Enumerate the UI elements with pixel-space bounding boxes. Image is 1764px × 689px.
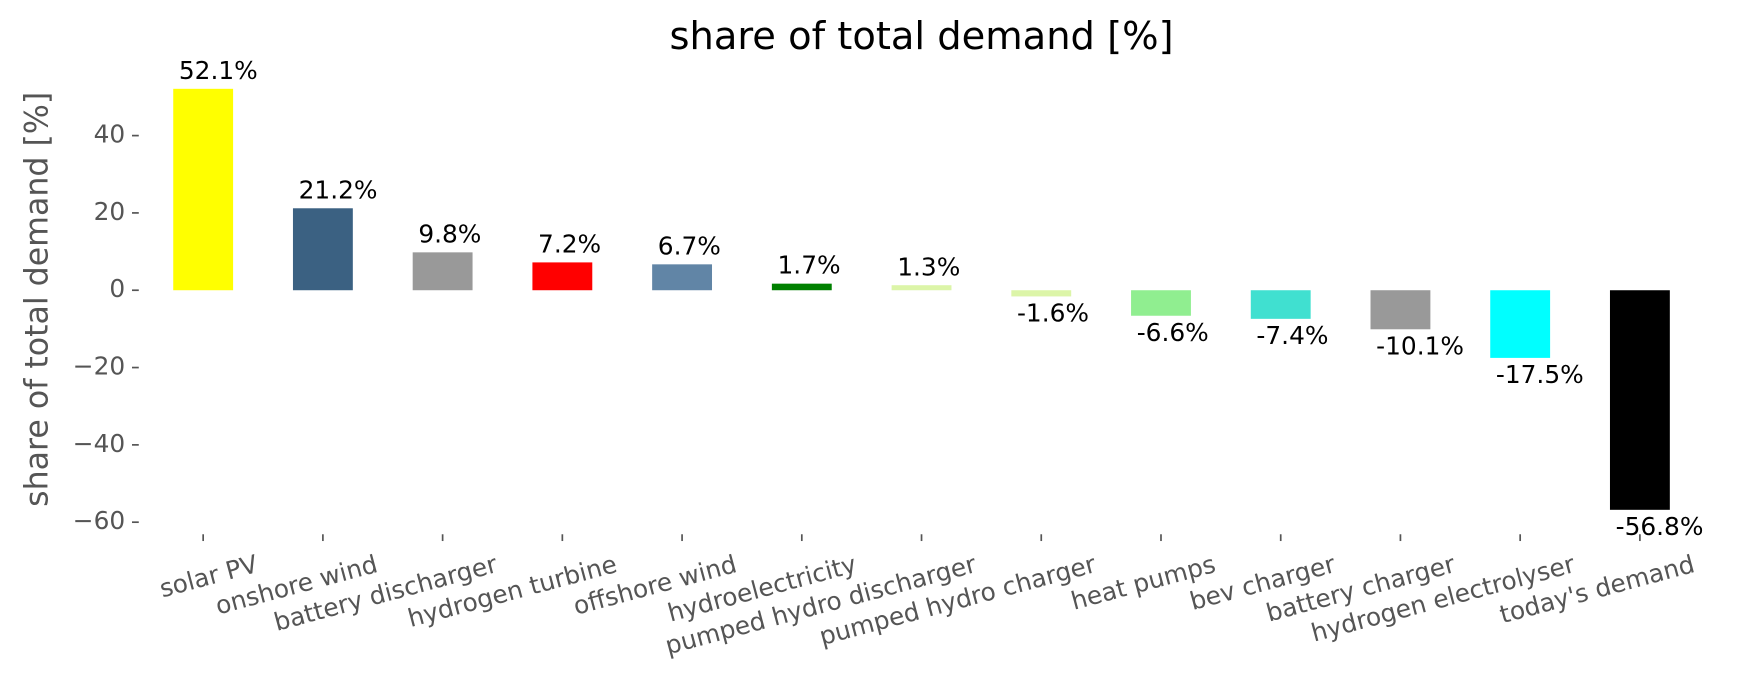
- bar: [771, 283, 832, 291]
- bar: [532, 262, 593, 291]
- value-label: 9.8%: [418, 219, 481, 248]
- y-tick-label: −20: [73, 352, 125, 381]
- value-label: -17.5%: [1496, 360, 1584, 389]
- value-label: 1.7%: [778, 251, 841, 280]
- bar: [1490, 290, 1551, 358]
- value-label: 6.7%: [658, 231, 721, 260]
- bar: [652, 264, 713, 291]
- bar: [1131, 290, 1191, 316]
- y-tick-label: −40: [73, 429, 125, 458]
- bar: [173, 88, 234, 291]
- y-tick-label: 20: [94, 197, 126, 226]
- value-label: -1.6%: [1017, 298, 1089, 327]
- bar: [1609, 290, 1670, 510]
- y-tick-label: 40: [94, 120, 126, 149]
- bar: [1250, 290, 1311, 319]
- value-label: -56.8%: [1616, 512, 1704, 541]
- chart-title: share of total demand [%]: [669, 14, 1173, 59]
- value-label: -7.4%: [1256, 321, 1328, 350]
- y-axis-label: share of total demand [%]: [19, 92, 55, 507]
- value-label: 7.2%: [538, 229, 601, 258]
- bar: [292, 208, 353, 291]
- value-label: -6.6%: [1137, 318, 1209, 347]
- bar: [1011, 290, 1072, 297]
- value-label: -10.1%: [1376, 331, 1464, 360]
- bar: [891, 285, 952, 291]
- value-label: 52.1%: [179, 56, 258, 85]
- value-label: 1.3%: [897, 252, 960, 281]
- y-tick-label: 0: [109, 274, 125, 303]
- value-label: 21.2%: [299, 175, 378, 204]
- bar: [412, 252, 473, 291]
- bar: [1370, 290, 1431, 330]
- y-tick-label: −60: [73, 506, 125, 535]
